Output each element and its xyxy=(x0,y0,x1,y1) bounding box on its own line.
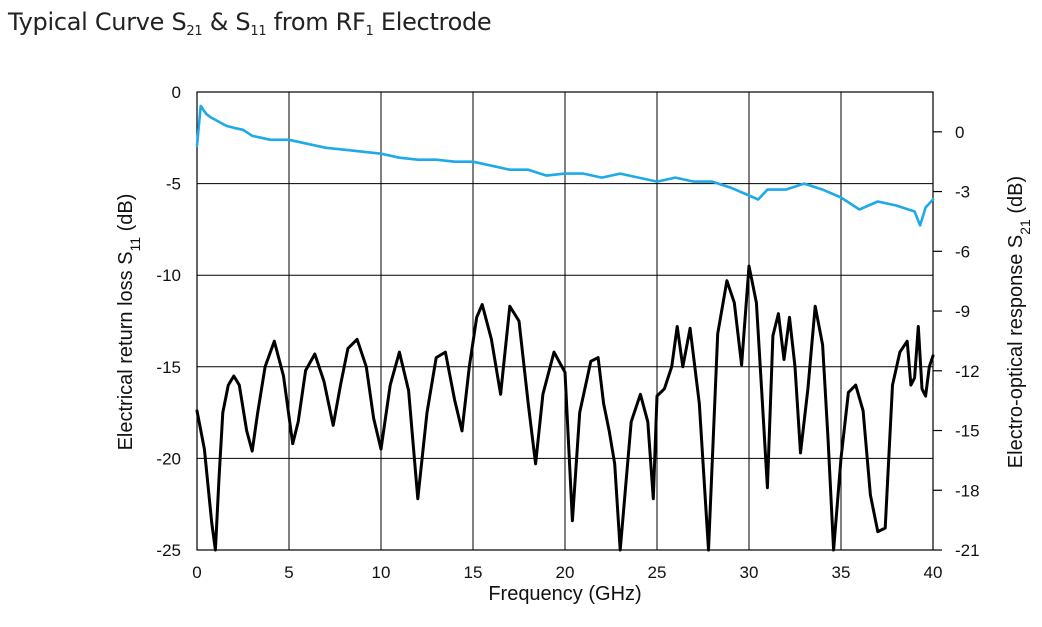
right-y-ticks: 0 -3 -6 -9 -12 -15 -18 -21 xyxy=(933,123,980,560)
left-y-ticks: 0 -5 -10 -15 -20 -25 xyxy=(156,83,181,560)
left-y-tick-label-2: -10 xyxy=(156,266,181,285)
left-y-tick-label-0: 0 xyxy=(172,83,181,102)
right-y-tick-label-2: -6 xyxy=(955,242,970,261)
series-layer xyxy=(195,104,935,552)
x-tick-label-7: 35 xyxy=(832,563,851,582)
x-tick-label-3: 15 xyxy=(464,563,483,582)
x-tick-label-8: 40 xyxy=(924,563,943,582)
s21-series-line xyxy=(195,104,935,227)
x-tick-label-6: 30 xyxy=(740,563,759,582)
chart-title: Typical Curve S21 & S11 from RF1 Electro… xyxy=(8,8,492,39)
left-y-tick-label-3: -15 xyxy=(156,358,181,377)
x-tick-label-0: 0 xyxy=(192,563,201,582)
x-axis-label: Frequency (GHz) xyxy=(488,583,641,605)
right-y-tick-label-6: -18 xyxy=(955,481,980,500)
left-y-tick-label-5: -25 xyxy=(156,541,181,560)
right-y-tick-label-3: -9 xyxy=(955,302,970,321)
x-tick-label-5: 25 xyxy=(648,563,667,582)
right-y-tick-label-7: -21 xyxy=(955,541,980,560)
left-y-tick-label-1: -5 xyxy=(166,175,181,194)
x-ticks: 0 5 10 15 20 25 30 35 40 xyxy=(192,563,942,582)
left-y-tick-label-4: -20 xyxy=(156,449,181,468)
grid xyxy=(196,91,934,551)
left-y-axis-label: Electrical return loss S11 (dB) xyxy=(115,194,143,451)
right-y-tick-label-0: 0 xyxy=(955,123,964,142)
right-y-tick-label-5: -15 xyxy=(955,422,980,441)
x-tick-label-4: 20 xyxy=(556,563,575,582)
right-y-axis-label: Electro-optical response S21 (dB) xyxy=(1005,176,1033,468)
x-tick-label-1: 5 xyxy=(284,563,293,582)
right-y-tick-label-1: -3 xyxy=(955,183,970,202)
s11-series-line xyxy=(195,264,935,552)
plot-frame xyxy=(196,91,934,551)
x-tick-label-2: 10 xyxy=(372,563,391,582)
right-y-tick-label-4: -12 xyxy=(955,362,980,381)
